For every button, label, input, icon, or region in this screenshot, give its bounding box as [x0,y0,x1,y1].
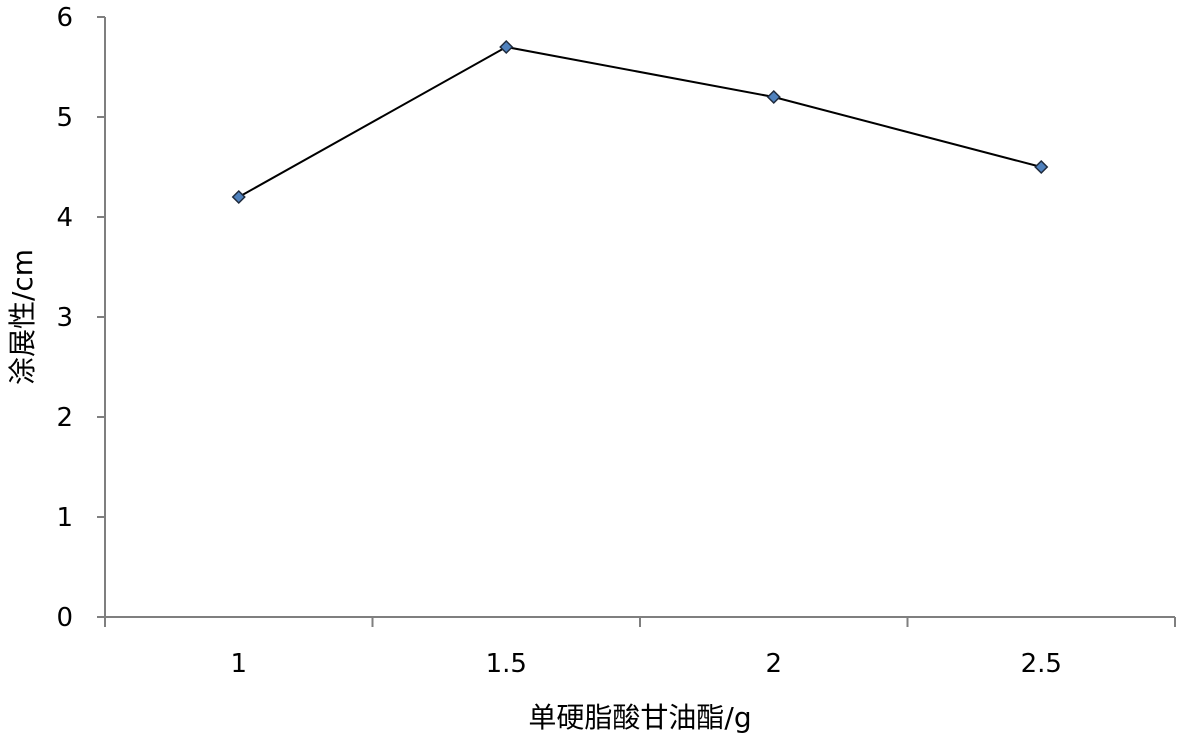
data-point-marker [231,189,246,205]
y-tick-label: 0 [56,603,73,633]
data-point-marker [766,89,781,105]
x-tick-label: 2.5 [1021,649,1062,679]
data-point-marker [499,39,514,55]
y-tick-label: 6 [56,3,73,33]
x-axis-title: 单硬脂酸甘油酯/g [528,701,751,734]
x-tick-label: 1 [230,649,247,679]
y-tick-label: 4 [56,203,73,233]
x-tick-label: 2 [765,649,782,679]
y-tick-label: 2 [56,403,73,433]
series-layer [231,39,1049,205]
y-tick-label: 3 [56,303,73,333]
data-point-marker [1034,159,1049,175]
axes [97,16,1176,627]
series-line [238,45,1042,198]
tick-labels: 0 1 2 3 4 5 6 1 1.5 2 2.5 [56,3,1061,679]
y-tick-label: 5 [56,103,73,133]
y-tick-label: 1 [56,503,73,533]
y-axis-title: 涂展性/cm [6,249,39,385]
x-tick-label: 1.5 [486,649,527,679]
